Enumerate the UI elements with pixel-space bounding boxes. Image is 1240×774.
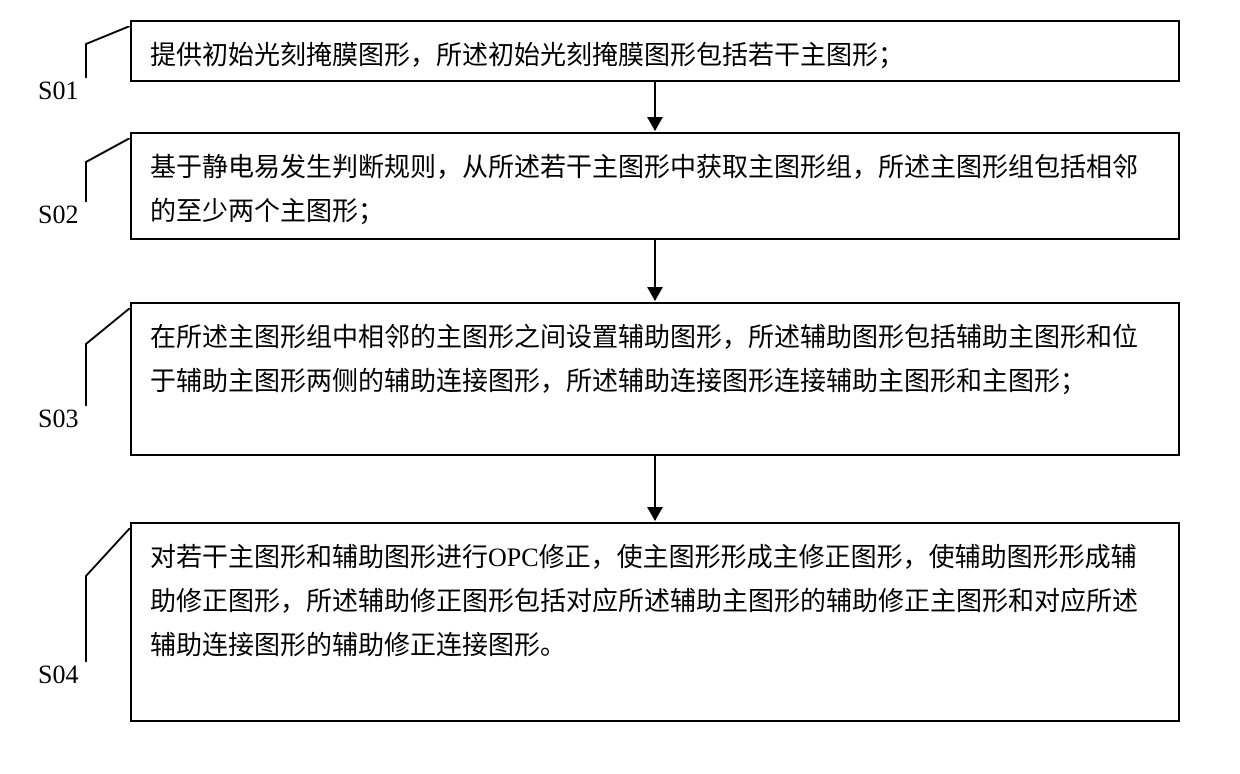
label-connector-s03 [78,308,138,414]
label-connector-s04 [78,528,138,670]
label-connector-s01 [78,26,138,86]
step-text-s03: 在所述主图形组中相邻的主图形之间设置辅助图形，所述辅助图形包括辅助主图形和位于辅… [150,323,1138,396]
step-box-s01: 提供初始光刻掩膜图形，所述初始光刻掩膜图形包括若干主图形； [130,20,1180,82]
step-box-s02: 基于静电易发生判断规则，从所述若干主图形中获取主图形组，所述主图形组包括相邻的至… [130,132,1180,240]
step-label-s01: S01 [38,76,78,106]
label-connector-s02 [78,138,138,210]
step-text-s01: 提供初始光刻掩膜图形，所述初始光刻掩膜图形包括若干主图形； [150,41,904,70]
arrow-s01-s02 [654,82,656,130]
step-label-s03: S03 [38,404,78,434]
arrow-s03-s04 [654,456,656,520]
step-box-s04: 对若干主图形和辅助图形进行OPC修正，使主图形形成主修正图形，使辅助图形形成辅助… [130,522,1180,722]
step-text-s02: 基于静电易发生判断规则，从所述若干主图形中获取主图形组，所述主图形组包括相邻的至… [150,153,1138,226]
step-label-s04: S04 [38,660,78,690]
step-label-s02: S02 [38,200,78,230]
arrow-s02-s03 [654,240,656,300]
step-box-s03: 在所述主图形组中相邻的主图形之间设置辅助图形，所述辅助图形包括辅助主图形和位于辅… [130,302,1180,456]
flowchart-canvas: S01 提供初始光刻掩膜图形，所述初始光刻掩膜图形包括若干主图形； S02 基于… [0,0,1240,774]
step-text-s04: 对若干主图形和辅助图形进行OPC修正，使主图形形成主修正图形，使辅助图形形成辅助… [150,543,1138,660]
